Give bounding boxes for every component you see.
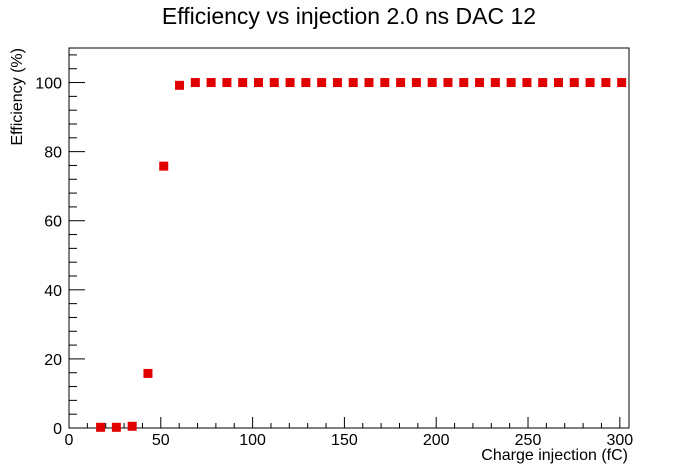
- data-point: [222, 78, 232, 88]
- data-point: [506, 78, 516, 88]
- x-tick-label: 50: [152, 432, 170, 449]
- data-point: [522, 78, 532, 88]
- y-tick-label: 0: [53, 421, 62, 438]
- data-point: [396, 78, 406, 88]
- y-tick-label: 60: [44, 214, 62, 231]
- data-point: [443, 78, 453, 88]
- chart-title: Efficiency vs injection 2.0 ns DAC 12: [162, 3, 536, 29]
- x-axis-ticks: 0 50 100 150 200 250 300: [65, 417, 633, 449]
- data-point: [380, 78, 390, 88]
- data-point: [285, 78, 295, 88]
- data-point: [175, 80, 185, 90]
- data-point: [143, 368, 153, 378]
- x-tick-label: 0: [65, 432, 74, 449]
- data-point: [317, 78, 327, 88]
- y-axis-ticks: 0 20 40 60 80 100: [35, 54, 85, 438]
- data-point: [332, 78, 342, 88]
- data-point: [411, 78, 421, 88]
- data-point: [111, 422, 121, 432]
- y-tick-label: 100: [35, 76, 62, 93]
- data-point: [269, 78, 279, 88]
- y-axis-title: Efficiency (%): [9, 48, 26, 146]
- data-point: [475, 78, 485, 88]
- data-point: [569, 78, 579, 88]
- x-tick-label: 300: [606, 432, 633, 449]
- data-point: [206, 78, 216, 88]
- data-point: [585, 78, 595, 88]
- data-point: [427, 78, 437, 88]
- data-point: [190, 78, 200, 88]
- data-point: [159, 161, 169, 171]
- x-tick-label: 150: [331, 432, 358, 449]
- data-point: [348, 78, 358, 88]
- plot-frame: [68, 47, 630, 429]
- data-point: [617, 78, 627, 88]
- data-point: [490, 78, 500, 88]
- y-tick-label: 80: [44, 145, 62, 162]
- data-point: [96, 422, 106, 432]
- x-tick-label: 250: [515, 432, 542, 449]
- x-tick-label: 100: [239, 432, 266, 449]
- y-tick-label: 40: [44, 283, 62, 300]
- data-point: [127, 421, 137, 431]
- data-point: [253, 78, 263, 88]
- data-point: [538, 78, 548, 88]
- data-point: [364, 78, 374, 88]
- data-markers: [96, 78, 627, 432]
- x-tick-label: 200: [423, 432, 450, 449]
- data-point: [601, 78, 611, 88]
- data-point: [553, 78, 563, 88]
- data-point: [238, 78, 248, 88]
- data-point: [301, 78, 311, 88]
- x-axis-title: Charge injection (fC): [481, 447, 628, 464]
- data-point: [459, 78, 469, 88]
- y-tick-label: 20: [44, 352, 62, 369]
